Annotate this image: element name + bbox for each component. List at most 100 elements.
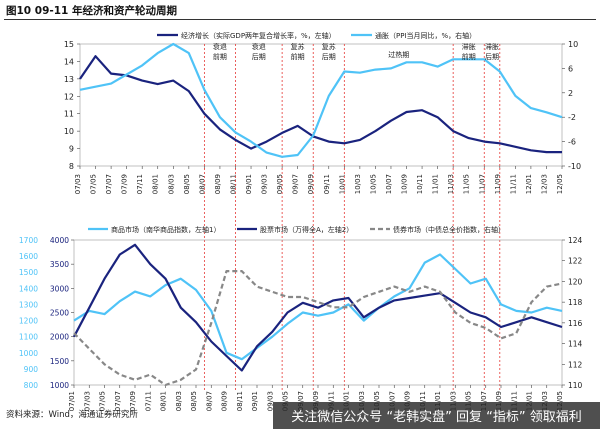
bottom-right-tick-label: 114 [568,340,583,349]
legend-bond-label: 债券市场（中债总全价指数，右轴） [393,225,505,234]
bottom-x-tick-label: 09/07 [297,391,305,411]
bottom-x-tick-label: 09/05 [282,391,290,411]
phase-label: 后期 [485,52,499,61]
top-x-tick-label: 11/03 [447,174,455,194]
bottom-inner-tick-label: 4000 [50,236,69,245]
top-x-tick-label: 10/07 [385,174,393,194]
top-x-tick-label: 12/05 [556,174,564,194]
top-right-tick-label: 10 [568,40,578,49]
bottom-x-tick-label: 11/07 [480,391,488,411]
bottom-right-tick-label: 120 [568,277,583,286]
top-x-tick-label: 07/05 [90,174,98,194]
top-x-tick-label: 08/03 [167,174,175,194]
title-rule [4,19,596,20]
bottom-x-tick-label: 08/11 [236,391,244,411]
bottom-right-tick-label: 124 [568,236,583,245]
phase-label: 前期 [291,52,305,61]
bottom-x-tick-label: 10/05 [373,391,381,411]
top-x-tick-label: 09/11 [323,174,331,194]
ppi-inflation-line [79,42,563,158]
top-x-tick-label: 07/11 [136,174,144,194]
phase-label: 后期 [322,52,336,61]
bottom-right-tick-label: 116 [568,319,583,328]
phase-label: 后期 [252,52,266,61]
phase-label: 滞胀 [462,42,476,51]
bottom-outer-tick-label: 1700 [19,236,38,245]
top-x-tick-label: 10/03 [354,174,362,194]
bottom-right-tick-label: 122 [568,257,583,266]
bottom-right-tick-label: 112 [568,360,583,369]
top-left-tick-label: 11 [64,110,74,119]
bottom-x-tick-label: 07/03 [83,391,91,411]
bottom-x-tick-label: 07/07 [114,391,122,411]
bottom-x-tick-label: 07/01 [68,391,76,411]
bottom-x-tick-label: 07/05 [99,391,107,411]
bottom-outer-tick-label: 1600 [19,252,38,261]
bottom-x-tick-label: 07/09 [129,391,137,411]
bottom-x-tick-label: 11/03 [449,391,457,411]
top-right-tick-label: -10 [568,162,581,171]
bottom-x-tick-label: 10/11 [419,391,427,411]
top-x-tick-label: 11/11 [509,174,517,194]
top-x-tick-label: 08/01 [152,174,160,194]
top-left-tick-label: 12 [64,92,74,101]
bottom-right-tick-label: 110 [568,381,583,390]
bottom-x-tick-label: 08/07 [205,391,213,411]
top-left-tick-label: 10 [64,127,74,136]
top-x-tick-label: 08/05 [183,174,191,194]
bottom-inner-tick-label: 3500 [50,260,69,269]
bottom-x-tick-label: 08/01 [160,391,168,411]
bottom-outer-tick-label: 900 [24,365,39,374]
bottom-x-tick-label: 11/11 [510,391,518,411]
top-plot-frame [79,43,563,167]
bottom-x-tick-label: 09/01 [251,391,259,411]
top-x-tick-label: 10/05 [369,174,377,194]
bond-index-line [73,270,563,387]
bottom-outer-tick-label: 1300 [19,300,38,309]
phase-label: 衰退 [252,42,266,51]
top-x-tick-label: 09/03 [261,174,269,194]
bottom-x-tick-label: 12/03 [541,391,549,411]
bottom-outer-tick-label: 1400 [19,284,38,293]
bottom-x-tick-label: 08/05 [190,391,198,411]
bottom-x-tick-label: 09/03 [266,391,274,411]
legend-gdp-label: 经济增长（实际GDP两年复合增长率，%，左轴） [181,31,336,40]
bottom-outer-tick-label: 800 [24,381,39,390]
figure-title: 图10 09-11 年经济和资产轮动周期 [6,5,178,17]
source-note: 资料来源：Wind，海通证券研究所 [6,410,138,420]
phase-label: 过热期 [388,50,409,59]
top-x-tick-label: 09/07 [292,174,300,194]
bottom-x-tick-label: 11/05 [465,391,473,411]
bottom-x-tick-label: 12/05 [556,391,564,411]
phase-label: 衰退 [213,42,227,51]
top-right-tick-label: 6 [568,64,573,73]
top-x-tick-label: 08/09 [214,174,222,194]
legend-ppi-label: 通胀（PPI当月同比，%，右轴） [375,31,476,40]
top-x-tick-label: 07/03 [74,174,82,194]
top-right-tick-label: 2 [568,89,573,98]
top-x-tick-label: 11/07 [478,174,486,194]
top-right-tick-label: -6 [568,138,576,147]
top-x-tick-label: 12/01 [525,174,533,194]
bottom-x-tick-label: 09/11 [327,391,335,411]
gdp-growth-line [79,55,562,154]
top-x-tick-label: 11/09 [494,174,502,194]
top-x-tick-label: 07/07 [105,174,113,194]
bottom-x-tick-label: 10/03 [358,391,366,411]
top-x-tick-label: 09/05 [276,174,284,194]
bottom-outer-tick-label: 1500 [19,268,38,277]
commodity-index-line [73,253,563,361]
bottom-right-tick-label: 118 [568,298,583,307]
bottom-x-tick-label: 10/07 [388,391,396,411]
bottom-inner-tick-label: 1500 [50,357,69,366]
top-left-tick-label: 14 [64,57,74,66]
top-left-tick-label: 13 [64,75,74,84]
bottom-x-tick-label: 08/03 [175,391,183,411]
bottom-outer-tick-label: 1200 [19,317,38,326]
phase-label: 前期 [213,52,227,61]
top-x-tick-label: 10/09 [401,174,409,194]
stock-index-line [73,243,563,372]
top-x-tick-label: 11/01 [432,174,440,194]
bottom-x-tick-label: 11/01 [434,391,442,411]
